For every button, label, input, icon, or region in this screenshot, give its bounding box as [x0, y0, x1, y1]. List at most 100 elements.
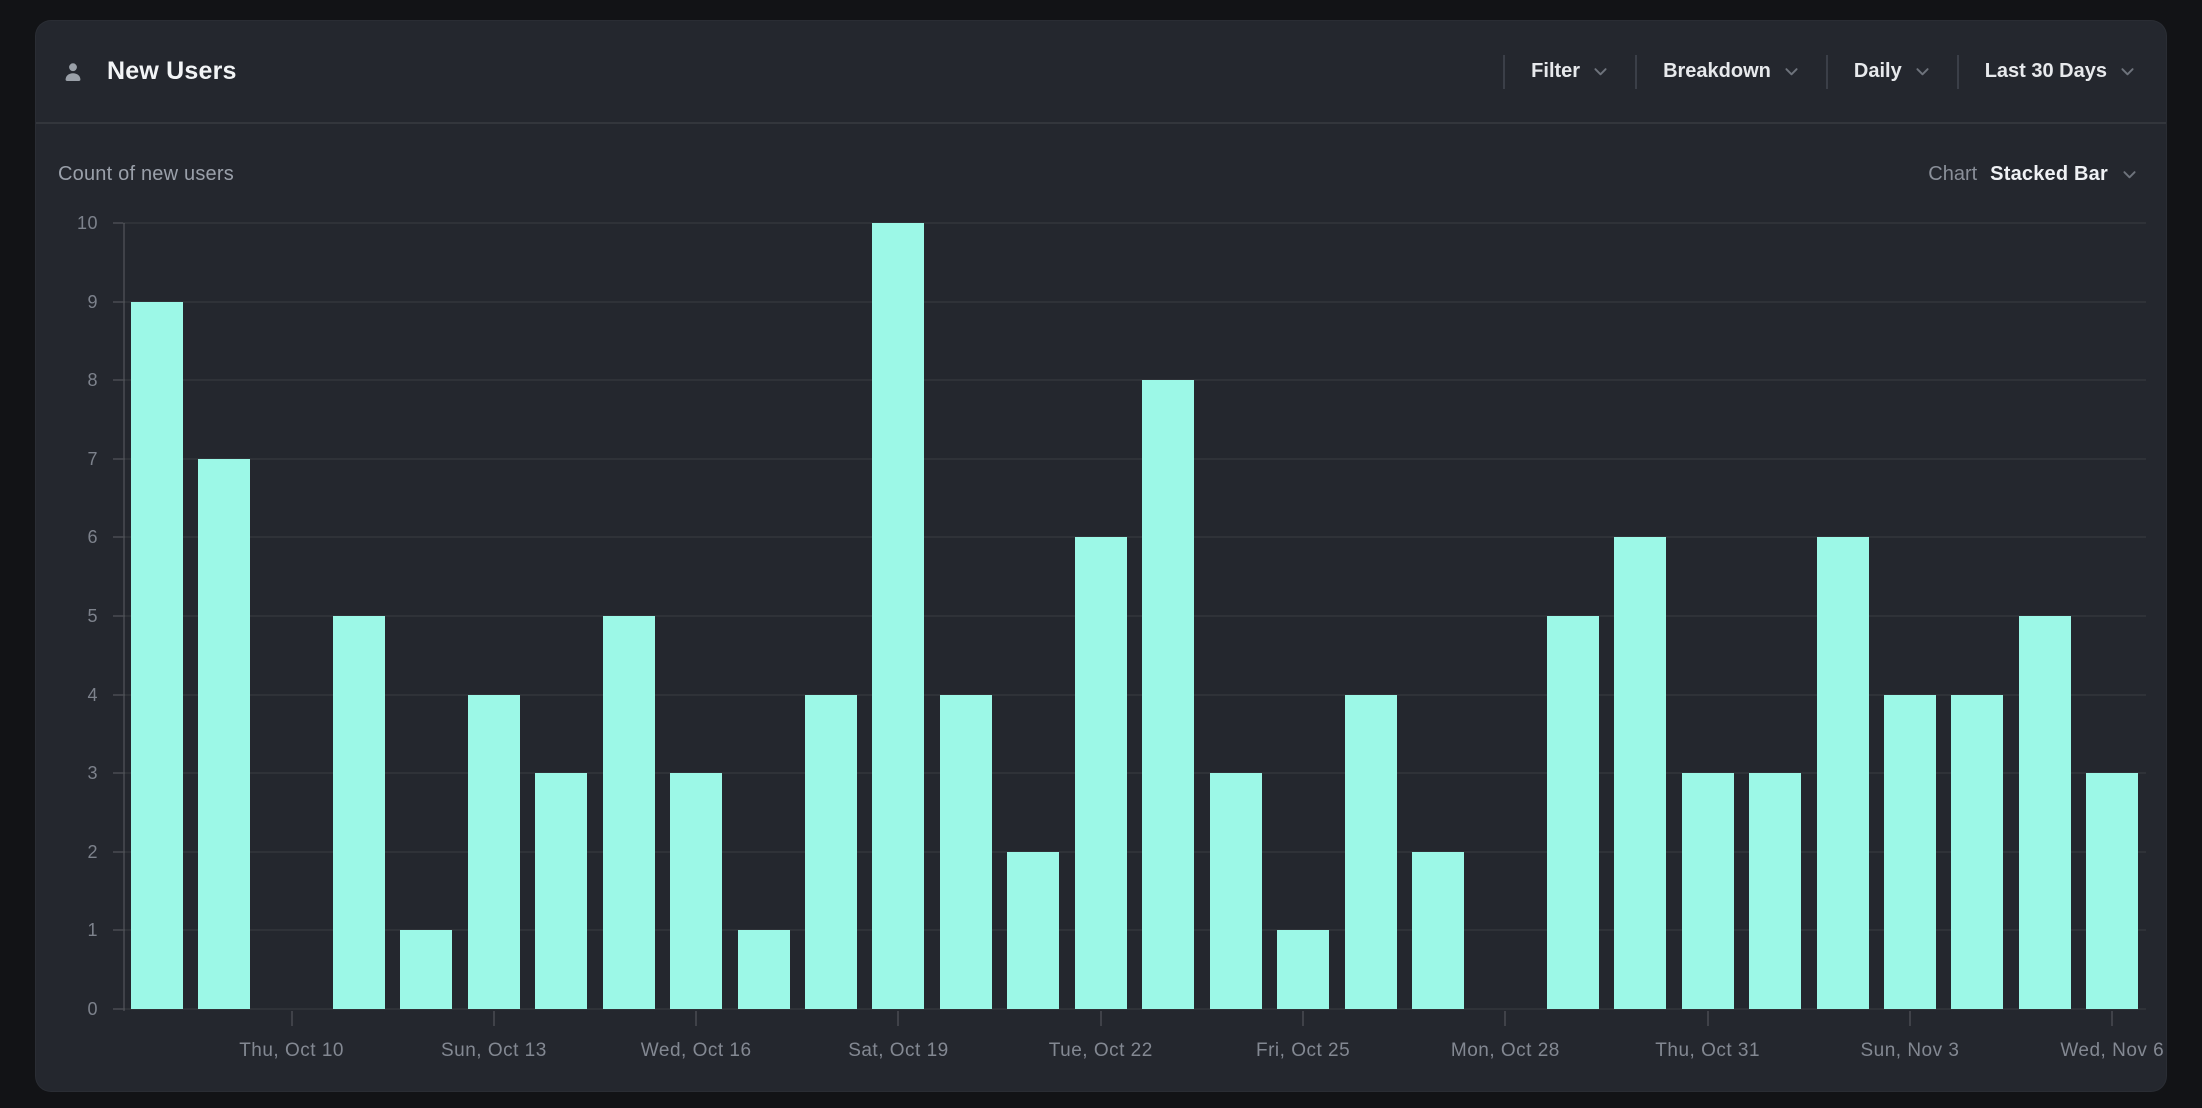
chart-type-dropdown[interactable]: Chart Stacked Bar	[1928, 163, 2138, 186]
bar[interactable]	[1074, 537, 1127, 1009]
x-axis-tick	[695, 1011, 698, 1026]
y-axis-tick	[113, 457, 123, 460]
chart-type-label: Chart	[1928, 162, 1978, 185]
bar[interactable]	[198, 458, 251, 1009]
gridline	[123, 536, 2146, 539]
bar[interactable]	[602, 616, 655, 1009]
bar[interactable]	[1277, 930, 1330, 1009]
bar[interactable]	[737, 930, 790, 1009]
divider	[1635, 54, 1638, 89]
y-axis-label: 3	[87, 763, 98, 784]
date-range-dropdown-label: Last 30 Days	[1984, 60, 2107, 82]
y-axis-tick	[113, 379, 123, 382]
x-axis-label: Sun, Oct 13	[440, 1040, 547, 1061]
gridline	[123, 300, 2146, 303]
header-controls: Filter Breakdown Daily Las	[1503, 54, 2136, 89]
filter-dropdown-label: Filter	[1531, 60, 1581, 82]
bar[interactable]	[130, 301, 183, 1009]
bar[interactable]	[1749, 773, 1802, 1009]
gridline	[123, 615, 2146, 617]
chevron-down-icon	[1914, 63, 1931, 80]
y-axis-tick	[113, 929, 123, 932]
bar[interactable]	[1546, 616, 1599, 1009]
y-axis-label: 8	[87, 370, 98, 391]
y-axis-label: 4	[87, 684, 98, 705]
x-axis-label: Tue, Oct 22	[1048, 1040, 1153, 1061]
y-axis-label: 7	[87, 448, 98, 469]
y-axis-tick	[113, 222, 123, 224]
widget-title-group: New Users	[61, 57, 237, 86]
widget-header: New Users Filter Breakdown Daily	[36, 21, 2166, 124]
chevron-down-icon	[1783, 63, 1800, 80]
y-axis-tick	[113, 615, 123, 617]
bar[interactable]	[535, 773, 588, 1009]
bar[interactable]	[1951, 694, 2004, 1009]
breakdown-dropdown[interactable]: Breakdown	[1637, 60, 1826, 83]
gridline	[123, 379, 2146, 382]
bar[interactable]	[2018, 616, 2071, 1009]
x-axis-tick	[1302, 1011, 1305, 1026]
y-axis-label: 10	[76, 213, 98, 233]
gridline	[123, 222, 2146, 224]
divider	[1825, 54, 1828, 89]
bar[interactable]	[1411, 851, 1464, 1009]
bar[interactable]	[400, 930, 453, 1009]
bar[interactable]	[333, 616, 386, 1009]
x-axis-tick	[1504, 1011, 1507, 1026]
x-axis-tick	[897, 1011, 900, 1026]
date-range-dropdown[interactable]: Last 30 Days	[1959, 60, 2136, 83]
bar[interactable]	[1142, 380, 1195, 1009]
y-axis-label: 9	[87, 291, 98, 312]
y-axis-tick	[113, 850, 123, 853]
bar[interactable]	[2086, 773, 2139, 1009]
x-axis-label: Thu, Oct 31	[1655, 1040, 1761, 1061]
y-axis-tick	[113, 536, 123, 539]
bar[interactable]	[467, 694, 520, 1009]
y-axis-tick	[113, 1008, 123, 1010]
bar[interactable]	[1681, 773, 1734, 1009]
bar[interactable]	[1007, 851, 1060, 1009]
y-axis-label: 0	[87, 999, 98, 1019]
x-axis-tick	[2111, 1011, 2114, 1026]
granularity-dropdown[interactable]: Daily	[1828, 60, 1957, 83]
chart-subheader: Count of new users Chart Stacked Bar	[58, 142, 2138, 206]
x-axis-label: Sat, Oct 19	[848, 1040, 949, 1061]
x-axis-label: Wed, Nov 6	[2060, 1040, 2165, 1061]
chart-type-value: Stacked Bar	[1990, 162, 2108, 185]
bar[interactable]	[1344, 694, 1397, 1009]
x-axis-label: Sun, Nov 3	[1860, 1040, 1960, 1061]
y-axis-label: 1	[87, 920, 98, 941]
breakdown-dropdown-label: Breakdown	[1663, 60, 1771, 82]
bar[interactable]	[1883, 694, 1936, 1009]
x-axis-tick	[290, 1011, 293, 1026]
gridline	[123, 850, 2146, 853]
y-axis-tick	[113, 300, 123, 303]
gridline	[123, 1008, 2146, 1010]
gridline	[123, 457, 2146, 460]
x-axis-tick	[1099, 1011, 1102, 1026]
bar[interactable]	[939, 694, 992, 1009]
gridline	[123, 929, 2146, 932]
x-axis-tick	[492, 1011, 495, 1026]
x-axis-label: Fri, Oct 25	[1255, 1040, 1351, 1061]
x-axis-label: Wed, Oct 16	[640, 1040, 752, 1061]
divider	[1956, 54, 1959, 89]
new-users-widget: New Users Filter Breakdown Daily	[35, 20, 2167, 1092]
granularity-dropdown-label: Daily	[1853, 60, 1902, 82]
bar[interactable]	[1614, 537, 1667, 1009]
x-axis-label: Thu, Oct 10	[239, 1040, 344, 1061]
bar[interactable]	[1209, 773, 1262, 1009]
user-icon	[61, 60, 85, 84]
y-axis-tick	[113, 693, 123, 696]
widget-title: New Users	[107, 57, 237, 85]
bar[interactable]	[670, 773, 723, 1009]
filter-dropdown[interactable]: Filter	[1505, 60, 1635, 83]
x-axis-label: Mon, Oct 28	[1450, 1040, 1560, 1061]
gridline	[123, 693, 2146, 696]
y-axis-label: 2	[87, 841, 98, 862]
bar[interactable]	[872, 223, 925, 1009]
bar[interactable]	[805, 694, 858, 1009]
bar[interactable]	[1816, 537, 1869, 1009]
y-axis-tick	[113, 772, 123, 775]
gridline	[123, 772, 2146, 775]
